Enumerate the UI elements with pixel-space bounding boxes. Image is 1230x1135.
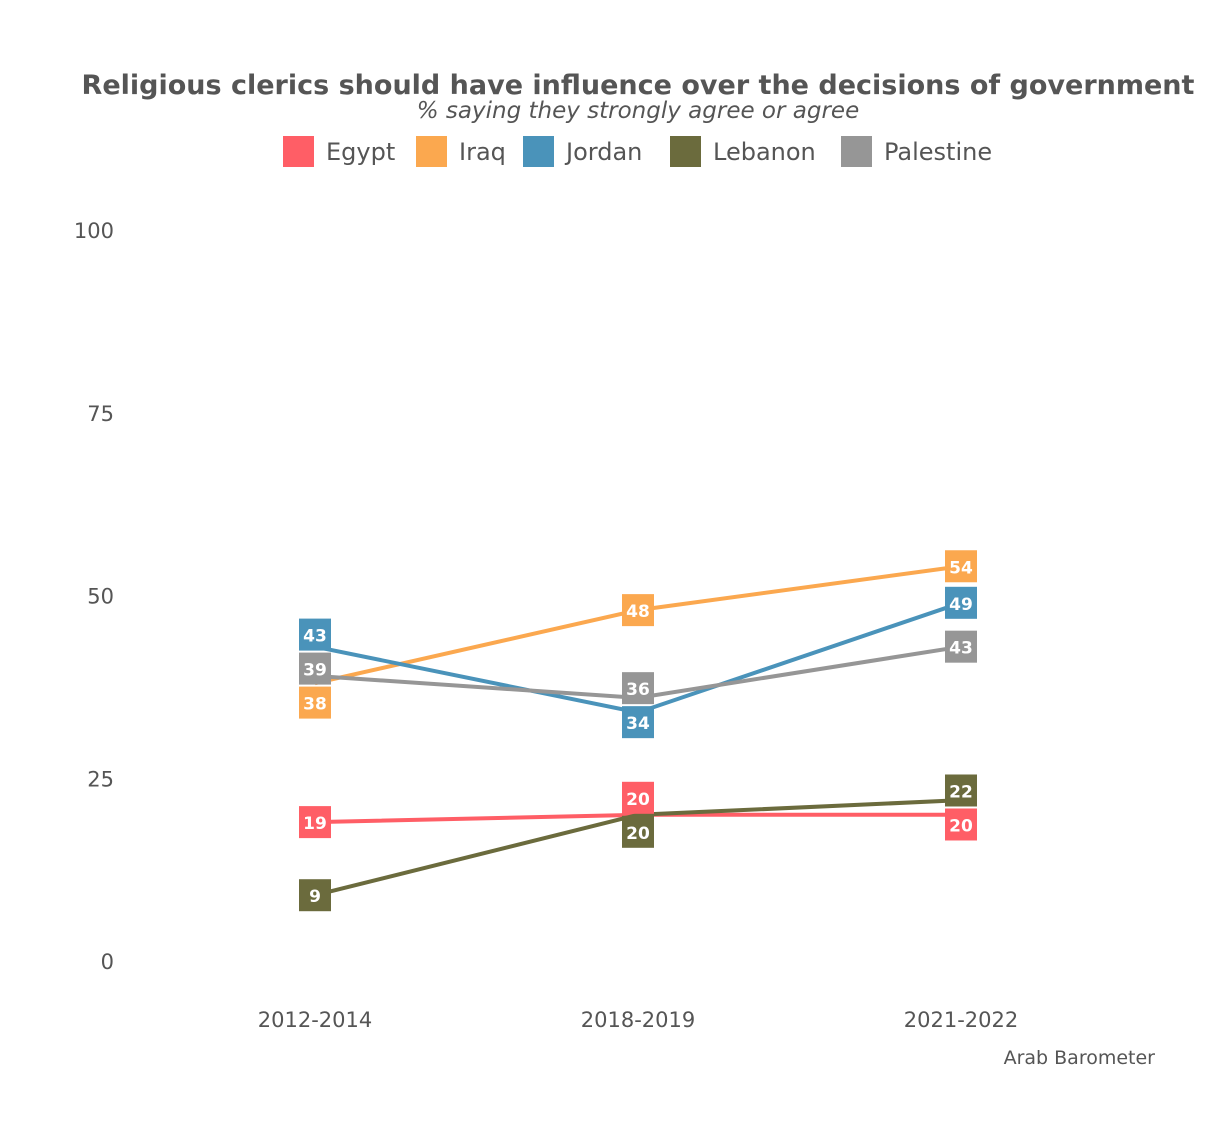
data-point-palestine [299,652,331,685]
data-point-egypt [299,806,331,839]
legend-label-palestine: Palestine [884,138,992,166]
legend-label-egypt: Egypt [326,138,395,166]
data-point-jordan [945,586,977,619]
data-label-iraq: 48 [626,602,650,622]
data-label-palestine: 43 [949,639,973,659]
data-point-egypt [945,808,977,841]
legend-swatch-palestine [841,136,872,167]
data-point-egypt [622,781,654,814]
y-tick-label: 75 [87,402,114,426]
legend-swatch-iraq [416,136,447,167]
legend-label-iraq: Iraq [459,138,506,166]
data-label-jordan: 34 [626,714,650,734]
data-label-jordan: 43 [303,627,327,647]
data-point-palestine [945,630,977,663]
x-tick-label: 2021-2022 [904,1008,1018,1032]
data-point-iraq [622,594,654,627]
data-point-palestine [622,672,654,705]
data-label-palestine: 36 [626,680,650,700]
data-point-iraq [945,550,977,583]
data-point-iraq [299,686,331,719]
data-label-jordan: 49 [949,595,973,615]
data-label-iraq: 54 [949,558,973,578]
x-tick-label: 2018-2019 [581,1008,695,1032]
chart-subtitle: % saying they strongly agree or agree [417,98,859,124]
data-label-palestine: 39 [303,661,327,681]
series-line-lebanon [314,798,962,898]
y-tick-label: 100 [74,219,114,243]
legend-label-jordan: Jordan [564,138,642,166]
legend-swatch-jordan [523,136,554,167]
data-label-egypt: 20 [626,790,650,810]
data-label-egypt: 20 [949,816,973,836]
data-label-egypt: 19 [303,814,327,834]
y-tick-label: 50 [87,585,114,609]
data-label-iraq: 38 [303,695,327,715]
legend-swatch-egypt [283,136,314,167]
data-label-lebanon: 22 [949,782,973,802]
caption: Arab Barometer [1004,1047,1156,1069]
y-tick-label: 0 [101,950,114,974]
data-label-lebanon: 9 [309,887,321,907]
y-tick-label: 25 [87,767,114,791]
data-point-jordan [299,618,331,651]
data-point-lebanon [299,879,331,912]
data-point-lebanon [945,774,977,807]
chart-title: Religious clerics should have influence … [82,70,1195,101]
data-point-jordan [622,706,654,739]
legend-swatch-lebanon [670,136,701,167]
legend-label-lebanon: Lebanon [713,138,816,166]
x-tick-label: 2012-2014 [258,1008,372,1032]
data-label-lebanon: 20 [626,824,650,844]
data-point-lebanon [622,815,654,848]
